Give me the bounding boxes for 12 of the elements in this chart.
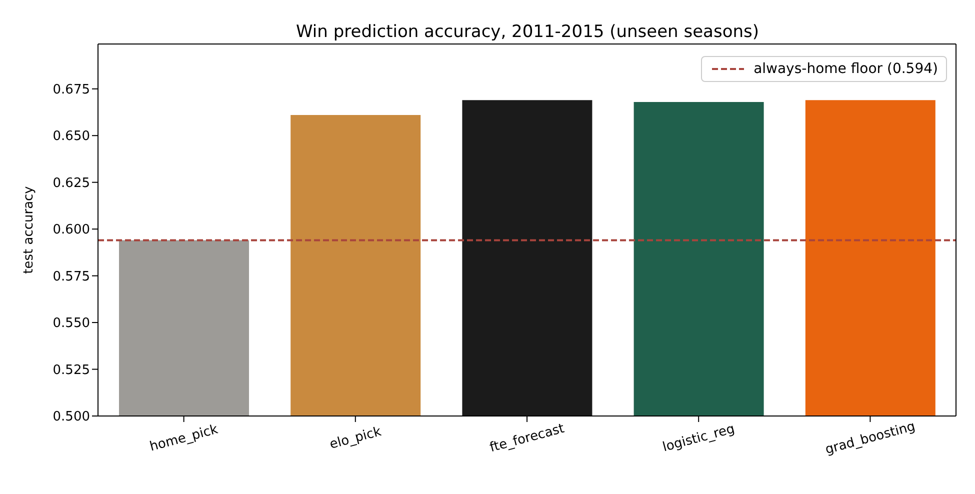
y-tick-label: 0.500 — [52, 410, 90, 425]
y-tick-label: 0.600 — [52, 222, 90, 238]
legend-label: always-home floor (0.594) — [754, 61, 938, 77]
y-tick-label: 0.550 — [52, 316, 90, 332]
y-tick-label: 0.625 — [52, 176, 90, 191]
y-tick-label: 0.525 — [52, 362, 90, 378]
x-tick-label: elo_pick — [328, 424, 384, 453]
y-tick-label: 0.650 — [52, 129, 90, 144]
chart-title: Win prediction accuracy, 2011-2015 (unseen seasons) — [295, 22, 760, 42]
y-tick-label: 0.575 — [52, 269, 90, 284]
y-axis-title: test accuracy — [22, 186, 37, 274]
y-tick-label: 0.675 — [52, 82, 90, 98]
